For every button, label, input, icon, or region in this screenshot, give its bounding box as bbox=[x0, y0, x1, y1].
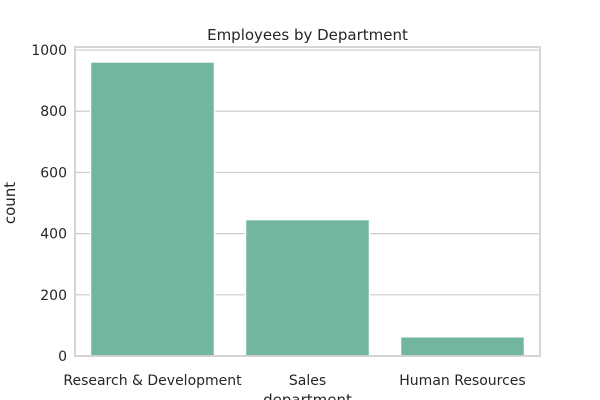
y-axis-label: count bbox=[1, 182, 19, 224]
x-tick-label: Research & Development bbox=[63, 373, 242, 389]
bar-0 bbox=[89, 61, 216, 357]
y-tick-label: 200 bbox=[40, 288, 67, 304]
y-tick-label: 800 bbox=[40, 104, 67, 120]
x-tick-label: Human Resources bbox=[399, 373, 525, 389]
y-tick-labels: 0 200 400 600 800 1000 bbox=[31, 43, 67, 365]
y-tick-label: 400 bbox=[40, 227, 67, 243]
bar-2 bbox=[399, 335, 526, 357]
bar-1 bbox=[244, 218, 371, 357]
y-tick-label: 0 bbox=[58, 349, 67, 365]
y-tick-label: 1000 bbox=[31, 43, 67, 59]
bars bbox=[89, 61, 526, 357]
y-tick-label: 600 bbox=[40, 165, 67, 181]
x-tick-labels: Research & Development Sales Human Resourc… bbox=[63, 373, 525, 389]
chart-title: Employees by Department bbox=[207, 26, 408, 44]
plot-frame bbox=[74, 46, 541, 357]
x-tick-label: Sales bbox=[289, 373, 326, 389]
x-axis-label: department bbox=[263, 391, 352, 400]
